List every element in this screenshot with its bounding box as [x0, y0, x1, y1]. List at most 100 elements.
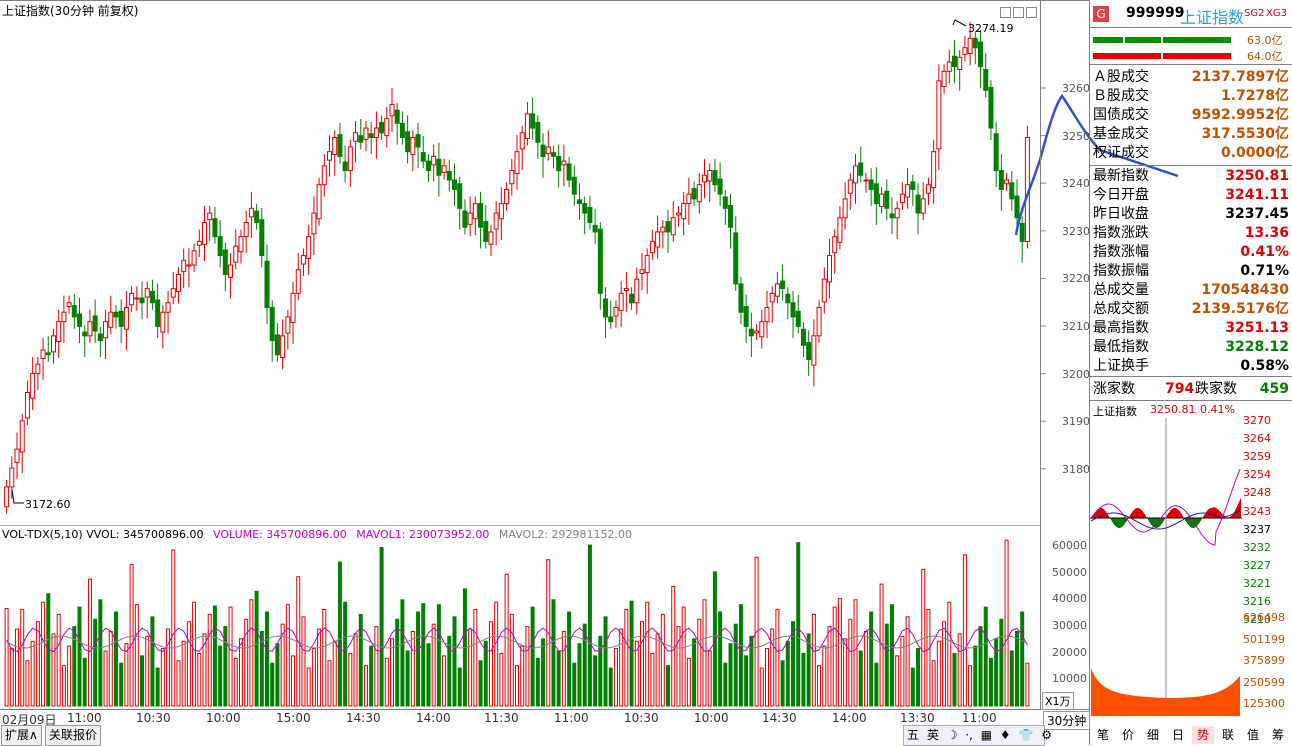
side-tab[interactable]: 笔 [1092, 726, 1114, 744]
quote-key: 昨日收盘 [1093, 205, 1149, 224]
mini-breadth-bar [1120, 518, 1121, 528]
side-tab[interactable]: 日 [1167, 726, 1189, 744]
volume-bar [776, 610, 779, 706]
candle-body [947, 62, 951, 71]
candle-body [380, 122, 384, 132]
ime-settings-icon[interactable]: ⚙ [1041, 728, 1052, 742]
candle-body [421, 153, 425, 162]
mini-breadth-bar [1142, 511, 1143, 518]
candle-body [234, 246, 238, 262]
mini-breadth-bar [1179, 511, 1180, 518]
candle-body [661, 227, 665, 232]
volume-bar [354, 634, 357, 706]
time-label: 11:00 [962, 711, 997, 725]
candle-body [171, 289, 175, 298]
mini-breadth-bar [1238, 503, 1239, 518]
ime-moon-icon[interactable]: ☽ [947, 728, 958, 742]
ime-english-icon[interactable]: 英 [927, 728, 939, 742]
candle-body [525, 114, 529, 139]
mini-breadth-bar [1211, 508, 1212, 518]
side-tab[interactable]: 价 [1117, 726, 1139, 744]
intraday-minichart[interactable] [1090, 418, 1242, 716]
mini-breadth-bar [1204, 514, 1205, 518]
mini-price-tick: 3216 [1243, 595, 1271, 608]
candle-body [119, 311, 123, 326]
price-tick: 3190 [1062, 415, 1090, 428]
candle-body [484, 222, 488, 242]
side-tab[interactable]: 势 [1192, 726, 1214, 744]
candle-body [859, 163, 863, 175]
volume-bar [651, 653, 654, 706]
mini-breadth-bar [1171, 509, 1172, 518]
candle-body [437, 159, 441, 175]
volume-bar [937, 641, 940, 706]
quote-key: 总成交量 [1093, 281, 1149, 300]
candle-body [57, 322, 61, 342]
volume-bar [687, 658, 690, 706]
volume-bar [859, 651, 862, 706]
candle-body [25, 393, 29, 419]
candle-body [609, 317, 613, 322]
ime-five-icon[interactable]: 五 [907, 728, 919, 742]
mini-breadth-bar [1150, 518, 1151, 524]
side-tab[interactable]: 筹 [1267, 726, 1289, 744]
candle-body [114, 312, 118, 317]
candle-body [718, 179, 722, 194]
volume-bar [411, 631, 414, 706]
tag-xg3[interactable]: XG3 [1266, 8, 1287, 19]
side-tab[interactable]: 细 [1142, 726, 1164, 744]
restore-icon[interactable] [1000, 7, 1011, 18]
maximize-icon[interactable] [1013, 7, 1024, 18]
candle-body [463, 211, 467, 227]
ime-toolbar[interactable]: 五 英 ☽ ·, ▦ ♦ 👕 ⚙ [903, 725, 1045, 746]
volume-bar [786, 641, 789, 706]
candle-body [765, 308, 769, 322]
side-tab[interactable]: 值 [1242, 726, 1264, 744]
candle-body [635, 279, 639, 303]
candle-body [265, 261, 269, 307]
candle-body [880, 194, 884, 206]
volume-bar [187, 622, 190, 706]
time-label: 10:00 [694, 711, 729, 725]
candle-body [359, 136, 363, 143]
candle-body [900, 194, 904, 203]
vol-unit: X1万 [1042, 692, 1074, 710]
mini-breadth-bar [1206, 512, 1207, 518]
candle-body [317, 185, 321, 219]
time-label: 11:30 [484, 711, 519, 725]
quote-key: 指数涨幅 [1093, 243, 1149, 262]
volume-bar [453, 617, 456, 706]
related-quote-tab[interactable]: 关联报价 [45, 725, 101, 746]
quote-divider [1090, 64, 1292, 65]
ime-keyboard-icon[interactable]: ▦ [981, 728, 992, 742]
volume-bar [995, 639, 998, 706]
candle-body [176, 274, 180, 291]
expand-tab[interactable]: 扩展∧ [1, 725, 42, 746]
close-icon[interactable] [1026, 7, 1037, 18]
ime-punct-icon[interactable]: ·, [965, 728, 973, 742]
volume-bar [630, 601, 633, 706]
mini-breadth-bar [1168, 513, 1169, 518]
volume-bar [432, 624, 435, 706]
candle-body [505, 189, 509, 203]
chart-window-controls[interactable] [1000, 3, 1038, 15]
ime-diamond-icon[interactable]: ♦ [1000, 728, 1011, 742]
candle-body [577, 200, 581, 204]
ime-skin-icon[interactable]: 👕 [1019, 728, 1034, 742]
mini-breadth-bar [1199, 518, 1200, 523]
time-label: 10:30 [624, 711, 659, 725]
candle-body [166, 303, 170, 312]
candle-body [255, 211, 259, 222]
tag-sg2[interactable]: SG2 [1244, 8, 1264, 19]
volume-bar [338, 562, 341, 706]
volume-bar [391, 639, 394, 706]
side-tab[interactable]: 联 [1217, 726, 1239, 744]
mavol2-value: MAVOL2: 292981152.00 [499, 528, 632, 541]
candle-body [203, 223, 207, 245]
volume-bar [739, 605, 742, 706]
mini-breadth-bar [1190, 518, 1191, 527]
